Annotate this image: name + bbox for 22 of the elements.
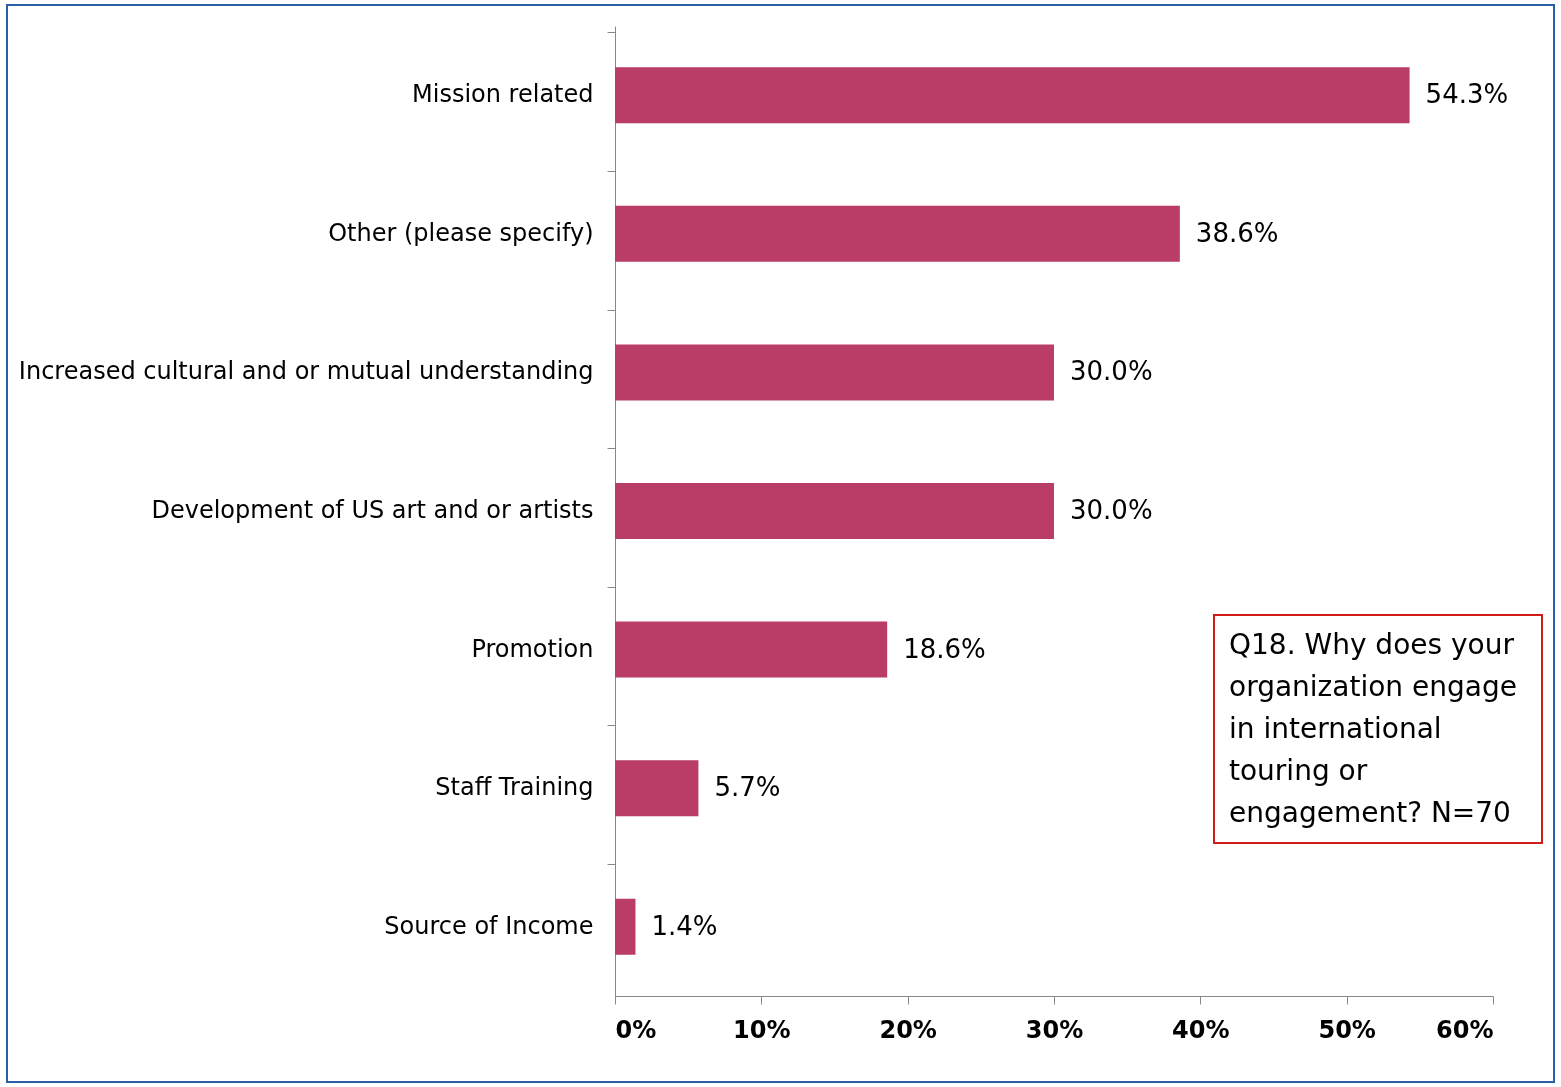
data-label: 5.7% — [714, 772, 781, 803]
y-tick-label: Promotion — [471, 634, 594, 663]
x-tick-label: 10% — [733, 1015, 791, 1044]
y-tick-label: Source of Income — [384, 911, 594, 940]
x-tick-label: 0% — [615, 1015, 657, 1044]
y-tick-label: Increased cultural and or mutual understanding — [18, 357, 594, 386]
y-tick-label: Development of US art and or artists — [151, 496, 594, 524]
data-label: 54.3% — [1425, 79, 1509, 110]
x-tick-label: 40% — [1172, 1015, 1230, 1044]
x-tick-label: 60% — [1436, 1015, 1494, 1044]
data-label: 1.4% — [651, 910, 718, 941]
y-tick-label: Other (please specify) — [328, 218, 594, 247]
data-label: 30.0% — [1070, 356, 1153, 387]
annotation: Q18. Why does your organization engage in international touring or engagement? N=70 — [1213, 614, 1543, 844]
x-tick-label: 30% — [1025, 1015, 1084, 1044]
y-tick-label: Staff Training — [435, 773, 594, 802]
data-label: 18.6% — [903, 633, 986, 664]
x-tick-label: 50% — [1318, 1015, 1376, 1044]
data-label: 30.0% — [1070, 495, 1153, 525]
x-tick-label: 20% — [879, 1015, 937, 1044]
data-label: 38.6% — [1195, 217, 1279, 248]
y-tick-label: Mission related — [412, 80, 594, 109]
